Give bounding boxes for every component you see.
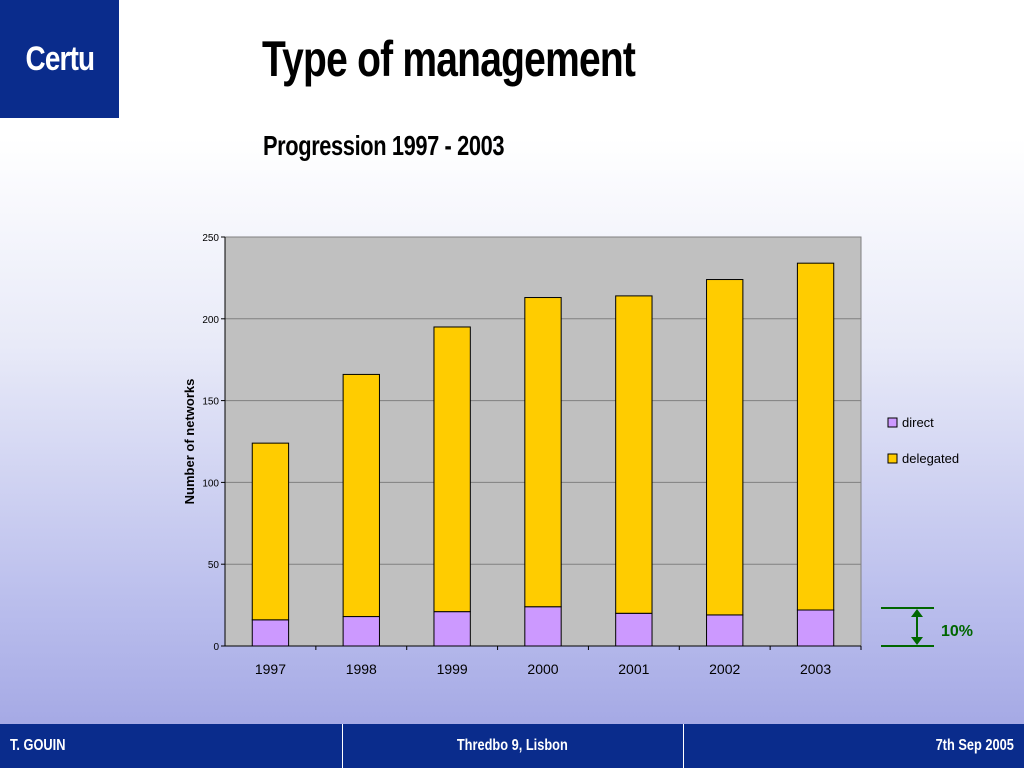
page-title: Type of management — [262, 31, 636, 87]
footer-divider — [342, 724, 343, 768]
footer-bar: T. GOUIN Thredbo 9, Lisbon 7th Sep 2005 — [0, 724, 1024, 768]
y-tick-label: 50 — [208, 560, 220, 571]
y-tick-label: 100 — [202, 478, 219, 489]
page-subtitle: Progression 1997 - 2003 — [263, 130, 505, 161]
annotation-label: 10% — [941, 623, 973, 640]
bar-direct-1999 — [433, 611, 471, 647]
legend-swatch-delegated — [887, 453, 898, 464]
bar-direct-2001 — [615, 612, 653, 647]
footer-divider — [683, 724, 684, 768]
legend-label-direct: direct — [902, 415, 934, 430]
y-tick-label: 150 — [202, 397, 219, 408]
legend-label-delegated: delegated — [902, 451, 959, 466]
x-tick-label: 2003 — [800, 661, 831, 677]
x-tick-label: 2000 — [527, 661, 558, 677]
bar-delegated-2002 — [706, 279, 744, 616]
annotation-arrow-up-icon — [911, 609, 923, 617]
bar-delegated-2000 — [524, 297, 562, 608]
x-tick-label: 1997 — [255, 661, 286, 677]
x-tick-label: 2002 — [709, 661, 740, 677]
bar-direct-1997 — [251, 619, 290, 647]
annotation-arrow-down-icon — [911, 637, 923, 645]
certu-logo: Certu — [0, 0, 119, 118]
x-tick-label: 1998 — [346, 661, 377, 677]
legend-swatch-direct — [887, 417, 898, 428]
bar-delegated-1998 — [342, 373, 380, 618]
y-tick-label: 200 — [202, 315, 219, 326]
bar-delegated-2003 — [796, 262, 835, 611]
footer-event: Thredbo 9, Lisbon — [457, 737, 568, 754]
bar-direct-2002 — [706, 614, 744, 647]
logo-text: Certu — [25, 39, 95, 78]
bar-direct-1998 — [342, 616, 380, 647]
footer-date: 7th Sep 2005 — [935, 737, 1014, 754]
x-tick-label: 1999 — [437, 661, 468, 677]
bar-direct-2000 — [524, 606, 562, 647]
y-axis-label: Number of networks — [182, 379, 197, 505]
footer-author: T. GOUIN — [10, 737, 66, 754]
bar-delegated-2001 — [615, 295, 653, 614]
x-tick-label: 2001 — [618, 661, 649, 677]
stacked-bar-chart: 0 50 100 150 200 250 1997 1998 1999 2000 2001 2002 2… — [182, 233, 973, 677]
y-tick-label: 250 — [202, 233, 219, 244]
bar-direct-2003 — [796, 609, 835, 647]
bar-delegated-1999 — [433, 326, 471, 613]
y-tick-label: 0 — [213, 642, 219, 653]
bar-delegated-1997 — [251, 442, 290, 621]
